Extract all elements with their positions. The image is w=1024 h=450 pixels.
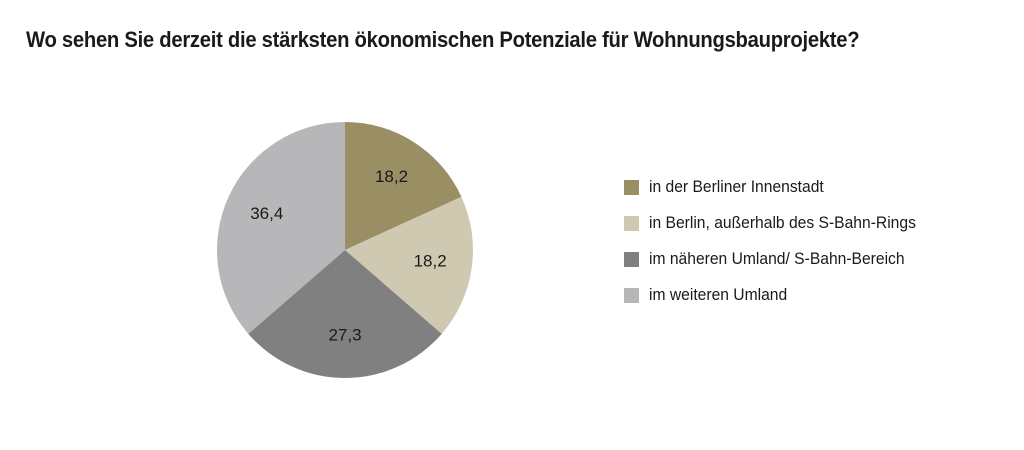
pie-slice-1 [345,122,462,250]
legend-swatch [624,179,639,195]
slice-value-label-2: 18,2 [414,252,447,271]
legend-item-2: in Berlin, außerhalb des S-Bahn-Rings [624,212,939,234]
slice-value-label-3: 27,3 [328,325,361,344]
pie-slice-4 [216,121,345,334]
legend-item-4: im weiteren Umland [624,284,939,306]
pie-slice-3 [248,250,442,379]
legend: in der Berliner Innenstadt in Berlin, auß… [624,176,939,320]
legend-label: im weiteren Umland [649,285,788,304]
legend-label: in Berlin, außerhalb des S-Bahn-Rings [649,213,916,232]
legend-item-3: im näheren Umland/ S-Bahn-Bereich [624,248,939,270]
chart-title: Wo sehen Sie derzeit die stärksten ökono… [26,27,860,52]
legend-swatch [624,287,639,303]
slice-value-label-1: 18,2 [375,167,408,186]
legend-label: im näheren Umland/ S-Bahn-Bereich [649,249,905,268]
legend-item-1: in der Berliner Innenstadt [624,176,939,198]
legend-swatch [624,251,639,267]
pie-slice-2 [345,196,473,334]
legend-label: in der Berliner Innenstadt [649,177,824,196]
legend-swatch [624,215,639,231]
slice-value-label-4: 36,4 [250,204,283,223]
